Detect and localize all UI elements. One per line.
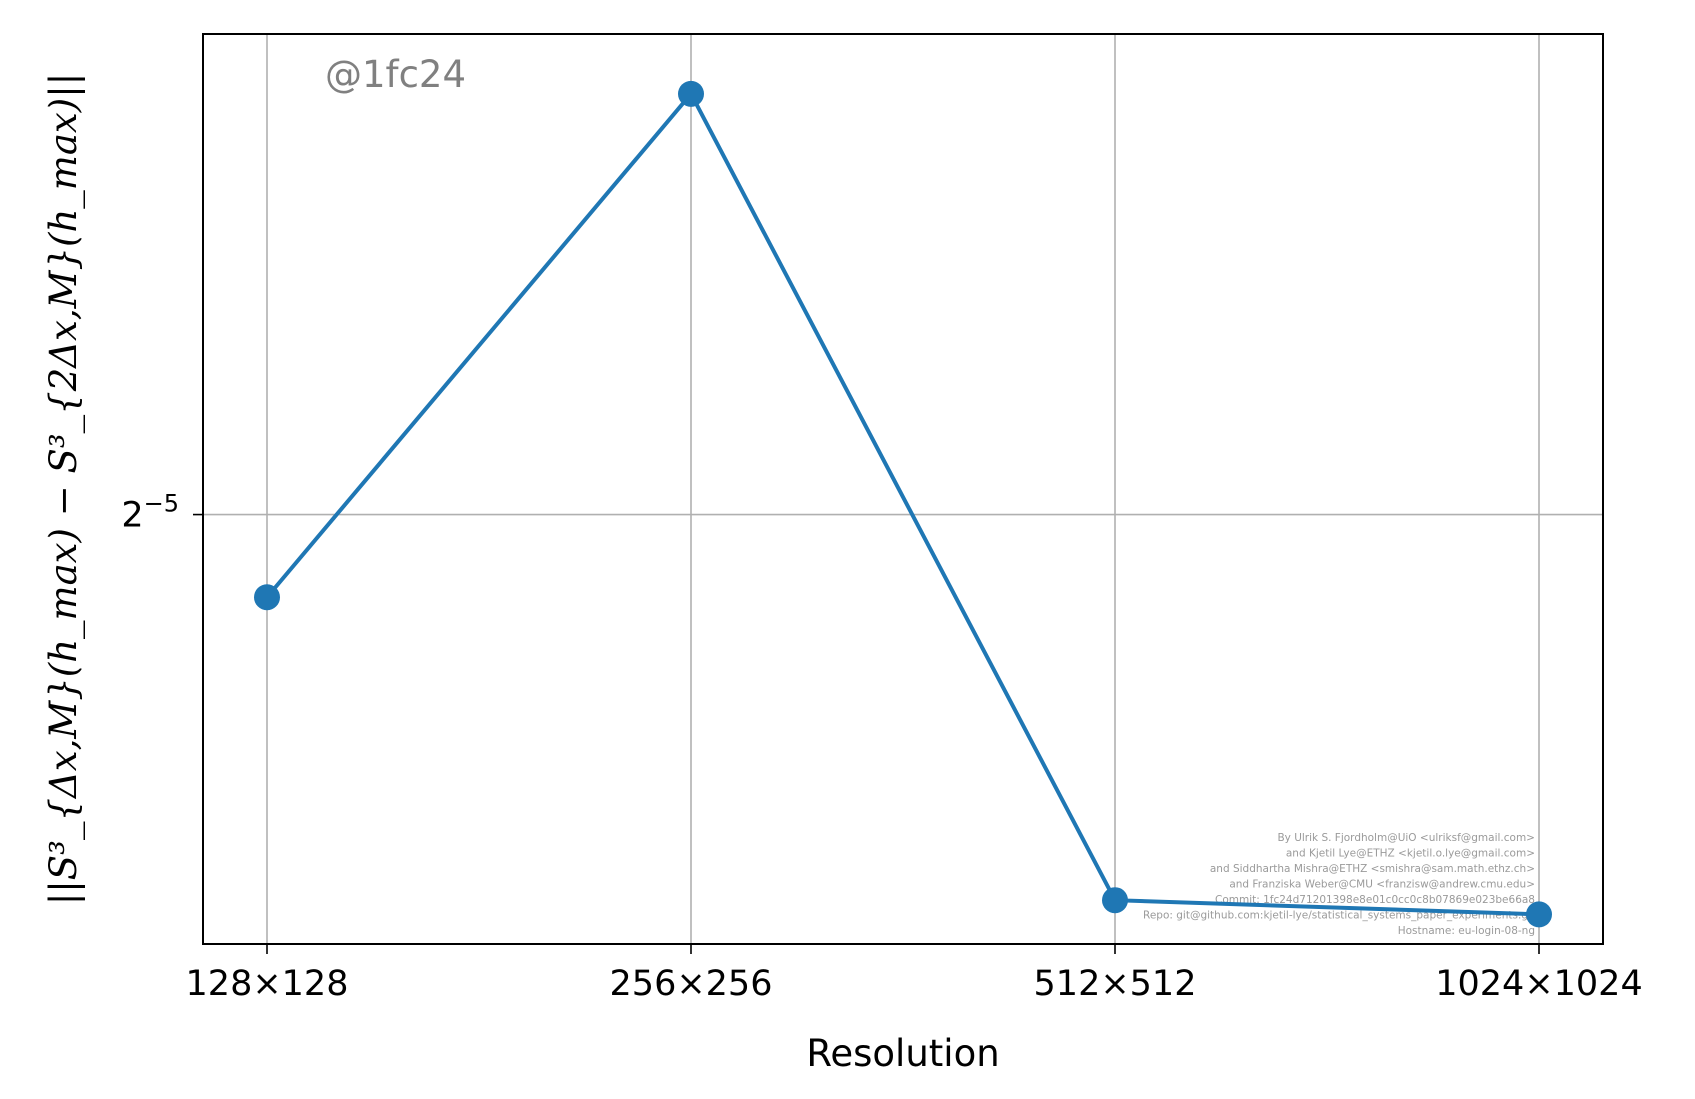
credit-line: By Ulrik S. Fjordholm@UiO <ulriksf@gmail… (1277, 832, 1535, 844)
data-point (1102, 887, 1128, 914)
data-point (1526, 901, 1552, 928)
series-line (265, 90, 1540, 917)
y-ticks: 2−5 (121, 490, 203, 536)
x-axis-label: Resolution (806, 1032, 999, 1075)
series-group (254, 80, 1552, 928)
x-tick-label: 128×128 (186, 964, 349, 1004)
data-point (678, 80, 704, 107)
credit-line: Commit: 1fc24d71201398e8e01c0cc0c8b07869… (1215, 894, 1535, 906)
y-axis-label: ||S³_{Δx,M}(h_max) − S³_{2Δx,M}(h_max)|| (42, 73, 86, 905)
x-tick-label: 256×256 (610, 964, 773, 1004)
y-axis-label-text: ||S³_{Δx,M}(h_max) − S³_{2Δx,M}(h_max)|| (42, 73, 86, 905)
credit-line: Hostname: eu-login-08-ng (1398, 925, 1535, 937)
watermark: @1fc24 (325, 53, 466, 96)
credits-block: By Ulrik S. Fjordholm@UiO <ulriksf@gmail… (1143, 832, 1535, 937)
plot-frame (202, 33, 1604, 945)
credit-line: and Siddhartha Mishra@ETHZ <smishra@sam.… (1210, 863, 1535, 875)
y-tick-label: 2−5 (121, 490, 179, 536)
credit-line: and Franziska Weber@CMU <franzisw@andrew… (1229, 879, 1535, 891)
x-ticks: 128×128 256×256 512×512 1024×1024 (186, 944, 1643, 1004)
x-tick-label: 1024×1024 (1435, 964, 1642, 1004)
data-point (254, 584, 280, 611)
credit-line: and Kjetil Lye@ETHZ <kjetil.o.lye@gmail.… (1286, 848, 1535, 860)
x-tick-label: 512×512 (1034, 964, 1197, 1004)
grid (203, 34, 1603, 944)
